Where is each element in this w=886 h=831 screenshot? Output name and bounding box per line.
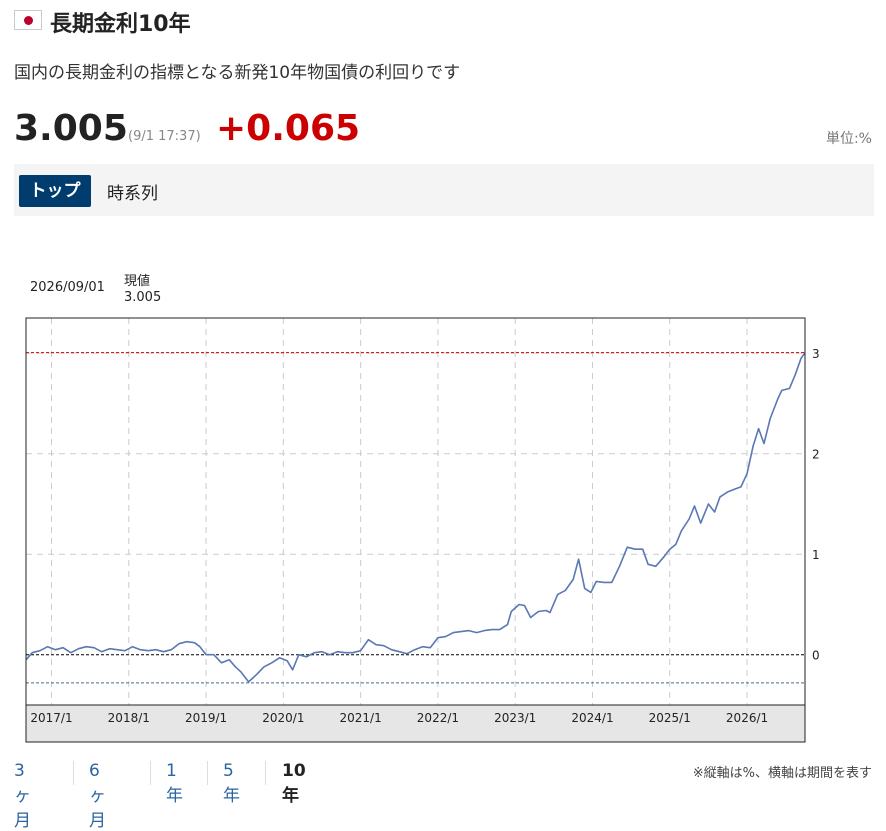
y-tick-label: 2 [812,448,820,462]
period-divider [150,761,151,785]
current-price: 3.005 [14,108,128,149]
x-tick-label: 2018/1 [108,711,150,725]
period-option[interactable]: 10年 [282,761,306,806]
tab-bar: トップ 時系列 [14,164,874,216]
x-tick-label: 2025/1 [649,711,691,725]
y-tick-label: 1 [812,548,820,562]
x-tick-label: 2026/1 [726,711,768,725]
unit-label: 単位:% [825,131,872,147]
tab-timeseries[interactable]: 時系列 [107,184,158,204]
hover-label: 現値 [124,274,151,289]
x-tick-label: 2022/1 [417,711,459,725]
hover-date: 2026/09/01 [30,280,105,295]
tab-top[interactable]: トップ [19,175,91,207]
update-time: (9/1 17:37) [128,129,201,144]
yield-series-line [25,352,806,683]
price-change: +0.065 [216,108,361,149]
page-title: 長期金利10年 [50,12,191,37]
period-option[interactable]: 1年 [166,761,183,806]
period-divider [265,761,266,785]
x-axis-band [25,704,806,743]
x-tick-label: 2019/1 [185,711,227,725]
period-divider [73,761,74,785]
page-description: 国内の長期金利の指標となる新発10年物国債の利回りです [14,63,461,83]
yield-chart: 2017/1 2018/1 2019/1 2020/1 2021/1 2022/1 2023… [25,317,820,743]
period-option[interactable]: 5年 [223,761,240,806]
hover-value: 3.005 [124,290,162,305]
x-tick-label: 2024/1 [571,711,613,725]
x-tick-label: 2020/1 [262,711,304,725]
axis-note: ※縦軸は%、横軸は期間を表す [692,766,872,781]
japan-flag-icon [14,10,42,30]
period-option[interactable]: 3ヶ月 [14,761,31,831]
x-tick-label: 2023/1 [494,711,536,725]
plot-frame [25,317,806,706]
x-tick-label: 2021/1 [340,711,382,725]
x-tick-label: 2017/1 [30,711,72,725]
period-divider [207,761,208,785]
y-tick-label: 0 [812,649,820,663]
period-option[interactable]: 6ヶ月 [89,761,106,831]
y-tick-label: 3 [812,347,820,361]
